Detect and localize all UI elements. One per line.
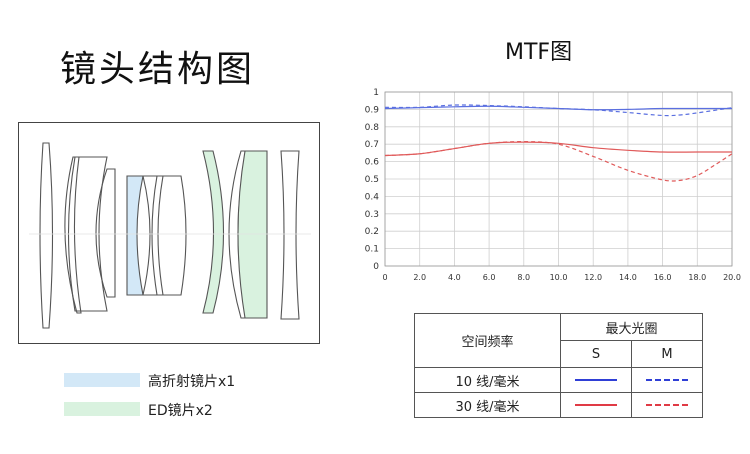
y-tick-label: 0.9 <box>365 105 380 115</box>
x-tick-label: 6.0 <box>483 273 496 282</box>
sample-30-m <box>631 392 703 418</box>
legend-label-ed-glass: ED镜片x2 <box>148 403 213 419</box>
x-tick-label: 12.0 <box>584 273 602 282</box>
lens-element-2 <box>64 156 82 314</box>
lens-element-4 <box>95 168 116 298</box>
table-row-label-10: 10 线/毫米 <box>414 367 561 393</box>
lens-element-3 <box>67 156 108 312</box>
y-tick-label: 0.2 <box>365 227 379 237</box>
table-header-spatial-frequency: 空间频率 <box>414 313 561 368</box>
legend-label-high-refraction: 高折射镜片x1 <box>148 374 236 390</box>
y-tick-label: 0 <box>373 262 379 272</box>
x-tick-label: 8.0 <box>517 273 530 282</box>
y-tick-label: 0.5 <box>365 175 379 185</box>
x-tick-label: 16.0 <box>654 273 672 282</box>
series-line <box>384 140 733 182</box>
series-line <box>384 104 733 117</box>
lens-element-11 <box>280 150 300 320</box>
table-header-m: M <box>631 340 703 368</box>
lens-structure-title: 镜头结构图 <box>60 49 256 90</box>
x-tick-label: 20.0 <box>723 273 741 282</box>
plot-frame <box>384 91 733 267</box>
lens-elements-drawing <box>29 142 311 329</box>
mtf-title: MTF图 <box>505 40 573 65</box>
y-tick-label: 0.3 <box>365 210 379 220</box>
sample-30-s <box>560 392 632 418</box>
table-header-s: S <box>560 340 632 368</box>
lens-element-6 <box>142 175 164 296</box>
y-tick-label: 1 <box>373 88 379 98</box>
table-row: 30 线/毫米 <box>414 392 703 418</box>
table-row-label-30: 30 线/毫米 <box>414 392 561 418</box>
x-tick-label: 10.0 <box>550 273 568 282</box>
lens-structure-diagram <box>18 122 320 344</box>
x-tick-label: 2.0 <box>413 273 426 282</box>
x-tick-label: 18.0 <box>688 273 706 282</box>
legend-swatch-ed-glass <box>64 402 140 416</box>
lens-element-7 <box>151 175 187 296</box>
sample-10-m <box>631 367 703 393</box>
lens-element-10 <box>237 150 268 319</box>
series-line <box>384 105 732 111</box>
x-tick-label: 14.0 <box>619 273 637 282</box>
y-tick-label: 0.4 <box>365 192 380 202</box>
y-tick-label: 0.6 <box>365 158 380 168</box>
y-tick-label: 0.8 <box>365 123 380 133</box>
x-tick-label: 0 <box>382 273 387 282</box>
y-tick-label: 0.7 <box>365 140 379 150</box>
lens-element-1 <box>39 142 54 329</box>
mtf-legend-table: 空间频率 最大光圈 S M 10 线/毫米 30 线/毫米 <box>414 313 703 418</box>
legend-swatch-high-refraction <box>64 373 140 387</box>
lens-element-5 <box>126 175 144 296</box>
y-tick-label: 0.1 <box>365 245 379 255</box>
x-tick-label: 4.0 <box>448 273 461 282</box>
lens-element-8 <box>202 150 224 314</box>
table-header-max-aperture: 最大光圈 <box>560 313 703 341</box>
sample-10-s <box>560 367 632 393</box>
table-row: 10 线/毫米 <box>414 367 703 393</box>
mtf-chart: 0 0.1 0.2 0.3 0.4 0.5 0.6 0.7 0.8 0.9 1 0 2.0 4.0 6.0 8… <box>365 88 741 282</box>
